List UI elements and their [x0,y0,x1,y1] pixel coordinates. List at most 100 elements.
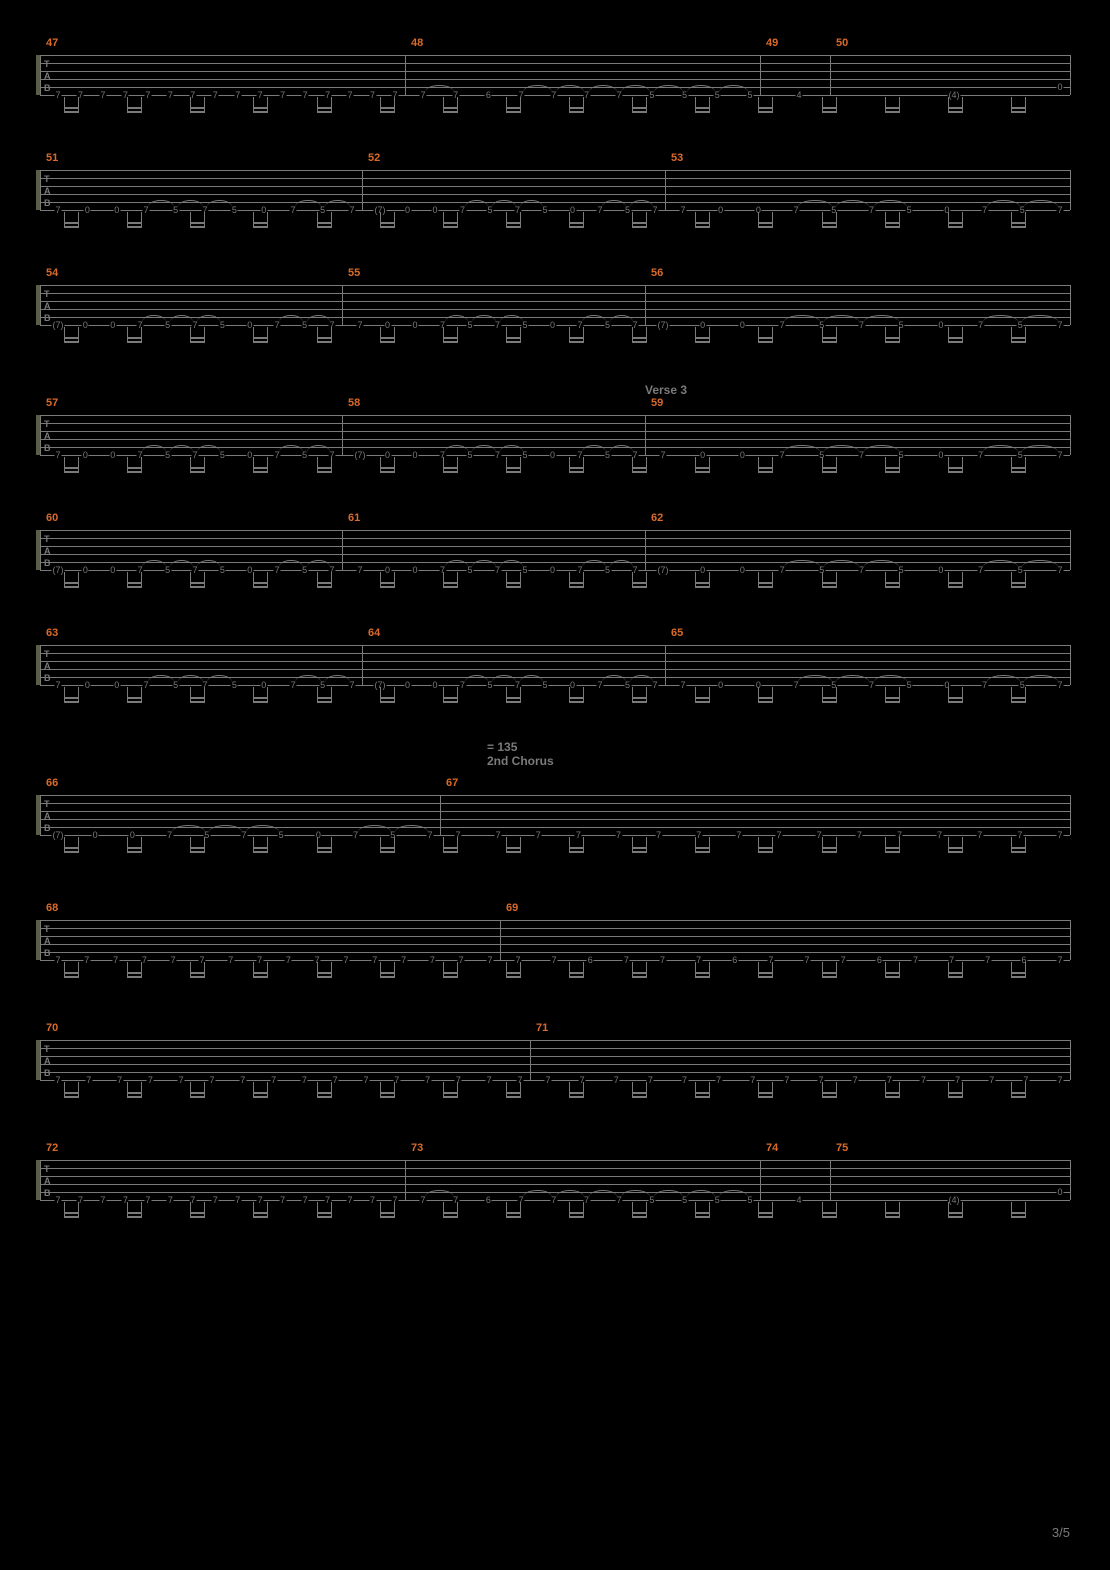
measure-number: 61 [348,512,360,524]
note-beam [506,226,520,228]
note-beam [380,972,394,974]
note-stem [141,572,142,588]
tab-staff: TAB477777777777777777487767777555549450(… [40,55,1070,95]
note-stem [394,572,395,588]
note-beam [1011,586,1025,588]
note-stem [583,1082,584,1098]
tie-arc [500,315,524,322]
note-beam [569,467,583,469]
staff-line [40,170,1070,171]
note-beam [317,467,331,469]
note-stem [520,1202,521,1218]
note-stem [141,687,142,703]
note-beam [506,111,520,113]
note-beam [758,847,772,849]
note-beam [695,341,709,343]
staff-line [40,63,1070,64]
tie-arc [170,560,193,567]
tie-arc [500,560,524,567]
tie-arc [472,445,496,452]
note-beam [948,471,962,473]
tab-clef-letter: A [44,811,51,821]
barline [645,530,646,570]
note-beam [380,111,394,113]
note-beam [948,226,962,228]
note-beam [885,586,899,588]
tab-staff: TAB687777777777777777697767776777677767 [40,920,1070,960]
note-stem [899,457,900,473]
note-beam [758,1096,772,1098]
tie-arc [582,560,606,567]
tab-clef-letter: T [44,924,50,934]
note-beam [64,582,78,584]
note-beam [695,222,709,224]
note-beam [380,222,394,224]
note-beam [190,337,204,339]
note-stem [331,212,332,228]
note-stem [520,837,521,853]
note-stem [457,97,458,113]
staff-line [40,645,1070,646]
tie-arc [325,200,350,207]
note-beam [506,1092,520,1094]
note-beam [758,851,772,853]
note-beam [885,1216,899,1218]
note-beam [885,851,899,853]
measure-number: 57 [46,397,58,409]
note-beam [695,582,709,584]
staff-line [40,546,1070,547]
note-stem [962,837,963,853]
note-beam [253,697,267,699]
tie-arc [654,1190,683,1197]
measure-number: 58 [348,397,360,409]
note-stem [78,572,79,588]
note-beam [64,1092,78,1094]
note-stem [772,837,773,853]
note-beam [885,467,899,469]
note-stem [204,457,205,473]
note-beam [569,976,583,978]
tab-system: TAB54(7)0075750757557007575075756(7)0075… [40,285,1070,355]
note-beam [948,1092,962,1094]
section-label: Verse 3 [645,383,687,397]
note-stem [583,1202,584,1218]
note-stem [331,687,332,703]
note-stem [836,327,837,343]
staff-line [40,835,1070,836]
note-beam [443,1212,457,1214]
note-stem [457,212,458,228]
staff-line [40,530,1070,531]
note-beam [443,467,457,469]
note-stem [520,687,521,703]
note-beam [253,111,267,113]
tie-arc [142,445,165,452]
staff-line [40,194,1070,195]
tie-arc [687,85,716,92]
tab-clef-letter: B [44,443,51,453]
barline [40,285,41,325]
note-stem [583,572,584,588]
note-stem [646,327,647,343]
note-beam [317,226,331,228]
note-stem [141,837,142,853]
note-beam [64,701,78,703]
barline [1070,645,1071,685]
note-beam [695,471,709,473]
barline [342,530,343,570]
note-beam [948,467,962,469]
tie-arc [589,1190,618,1197]
note-beam [127,1216,141,1218]
note-beam [64,1212,78,1214]
note-stem [457,687,458,703]
tie-arc [307,445,330,452]
tie-arc [445,315,469,322]
note-beam [127,111,141,113]
note-beam [1011,851,1025,853]
note-stem [520,572,521,588]
tie-arc [582,445,606,452]
tie-arc [445,445,469,452]
note-beam [948,586,962,588]
note-beam [127,976,141,978]
note-stem [709,962,710,978]
note-stem [709,97,710,113]
